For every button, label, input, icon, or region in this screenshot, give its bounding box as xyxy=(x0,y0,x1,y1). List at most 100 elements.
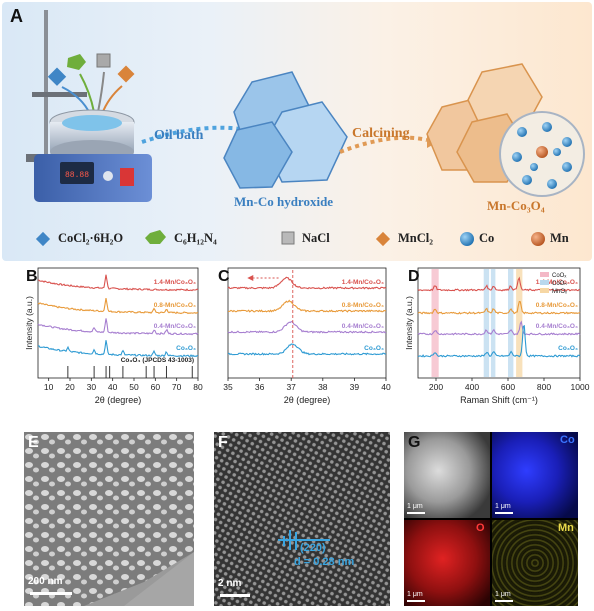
series-line xyxy=(37,340,199,358)
tem-image-e: E 200 nm xyxy=(24,432,194,606)
stand-rod xyxy=(44,10,48,160)
legend-swatch xyxy=(540,272,549,277)
raman-band xyxy=(431,269,439,377)
x-tick-label: 1000 xyxy=(571,382,590,392)
series-label: Co₃O₄ xyxy=(558,345,578,352)
series-label: 1.4-Mn/Co₃O₄ xyxy=(342,279,384,286)
series-label: 0.8-Mn/Co₃O₄ xyxy=(536,302,578,309)
shift-arrowhead xyxy=(247,275,254,281)
legend-swatch xyxy=(540,288,549,293)
lattice-plane-label: (220) xyxy=(300,542,326,554)
scheme-panel: 88.88 A Oil bath xyxy=(2,2,592,261)
power-switch xyxy=(120,168,134,186)
panel-label-g: G xyxy=(408,434,421,451)
scale-bar-f xyxy=(220,594,250,597)
co-map xyxy=(492,432,578,518)
series-line xyxy=(228,299,387,313)
panel-label-f: F xyxy=(218,434,228,451)
scale-bar-g4 xyxy=(495,600,513,602)
calcining-label: Calcining xyxy=(352,126,410,141)
mn-map xyxy=(492,520,578,606)
x-axis-label: 2θ (degree) xyxy=(284,395,331,405)
scale-bar-e xyxy=(30,592,72,595)
orange-sphere-icon xyxy=(531,232,545,246)
panel-label-c: C xyxy=(218,268,230,285)
series-line xyxy=(37,318,199,336)
chart-frame xyxy=(417,267,581,379)
x-tick-label: 30 xyxy=(87,382,97,392)
synthesis-scheme: 88.88 xyxy=(26,10,585,247)
co-map-label: Co xyxy=(560,434,575,446)
x-tick-label: 70 xyxy=(172,382,182,392)
flask xyxy=(62,115,122,131)
green-hexagon-icon xyxy=(145,230,166,244)
series-label: Co₃O₄ xyxy=(364,345,384,352)
chart-frame xyxy=(37,267,199,379)
legend-label: MnOₓ xyxy=(552,289,567,295)
series-line xyxy=(37,274,199,292)
series-label: Co₃O₄ xyxy=(176,345,196,352)
legend-nacl: NaCl xyxy=(302,231,330,245)
o-map-label: O xyxy=(476,522,485,534)
scale-text-e: 200 nm xyxy=(28,576,63,587)
lattice-spacing-label: d = 0.28 nm xyxy=(294,556,355,568)
series-label: 1.4-Mn/Co₃O₄ xyxy=(536,279,578,286)
series-label: 1.4-Mn/Co₃O₄ xyxy=(154,279,196,286)
chart-frame xyxy=(227,267,387,379)
raman-band xyxy=(508,269,514,377)
legend-label: CoOₕ xyxy=(552,281,567,287)
calcining-arrow xyxy=(339,135,428,154)
panel-label-b: B xyxy=(26,268,38,285)
x-tick-label: 600 xyxy=(501,382,515,392)
panel-label-e: E xyxy=(28,434,39,451)
green-hexagon-icon xyxy=(67,54,86,70)
hrtem-image-f: F (220) d = 0.28 nm 2 nm xyxy=(214,432,390,606)
legend-co: Co xyxy=(479,231,495,245)
x-tick-label: 39 xyxy=(350,382,360,392)
scale-bar-g3 xyxy=(407,600,425,602)
x-tick-label: 36 xyxy=(255,382,265,392)
scale-text-g2: 1 μm xyxy=(495,503,511,510)
x-tick-label: 20 xyxy=(65,382,75,392)
o-map xyxy=(404,520,490,606)
x-tick-label: 38 xyxy=(318,382,328,392)
orange-diamond-icon xyxy=(117,65,135,83)
product-label: Mn-Co₃O₄ xyxy=(487,198,545,213)
eds-mapping-g: G Co O Mn 1 μm 1 μm 1 μm 1 μm xyxy=(404,432,578,606)
scale-text-g3: 1 μm xyxy=(407,591,423,598)
series-label: 0.4-Mn/Co₃O₄ xyxy=(154,323,196,330)
gray-cube-icon xyxy=(96,53,111,68)
gray-cube-icon xyxy=(281,231,295,245)
scale-text-g4: 1 μm xyxy=(495,591,511,598)
scale-bar-g1 xyxy=(407,512,425,514)
legend-cocl2: CoCl₂·6H₂O xyxy=(58,231,124,245)
x-tick-label: 800 xyxy=(537,382,551,392)
svg-text:88.88: 88.88 xyxy=(65,171,89,180)
legend-swatch xyxy=(540,280,549,285)
haadf-image xyxy=(404,432,490,518)
mn-map-label: Mn xyxy=(558,522,574,534)
panel-label-a: A xyxy=(10,6,23,26)
hydroxide-label: Mn-Co hydroxide xyxy=(234,194,334,209)
legend-hmta: C₆H₁₂N₄ xyxy=(174,231,217,245)
charts-row: 1.4-Mn/Co₃O₄ 0.8-Mn/Co₃O₄ 0.4-Mn/Co₃O₄ Co₃O… xyxy=(24,267,590,405)
x-tick-label: 10 xyxy=(44,382,54,392)
x-tick-label: 50 xyxy=(129,382,139,392)
x-tick-label: 40 xyxy=(381,382,391,392)
series-line xyxy=(37,298,199,315)
blue-diamond-icon xyxy=(47,67,67,86)
series-label: 0.8-Mn/Co₃O₄ xyxy=(342,302,384,309)
orange-diamond-icon xyxy=(375,231,391,247)
raman-band xyxy=(490,269,496,377)
panel-label-d: D xyxy=(408,268,420,285)
x-tick-label: 60 xyxy=(151,382,161,392)
series-line xyxy=(417,324,581,358)
scale-text-f: 2 nm xyxy=(218,578,242,589)
series-label: 0.8-Mn/Co₃O₄ xyxy=(154,302,196,309)
legend-mn: Mn xyxy=(550,231,569,245)
y-axis-label: Intensity (a.u.) xyxy=(24,296,34,350)
scale-text-g1: 1 μm xyxy=(407,503,423,510)
oil-bath-arrow xyxy=(141,125,248,144)
series-line xyxy=(417,300,581,315)
series-label: 0.4-Mn/Co₃O₄ xyxy=(536,323,578,330)
